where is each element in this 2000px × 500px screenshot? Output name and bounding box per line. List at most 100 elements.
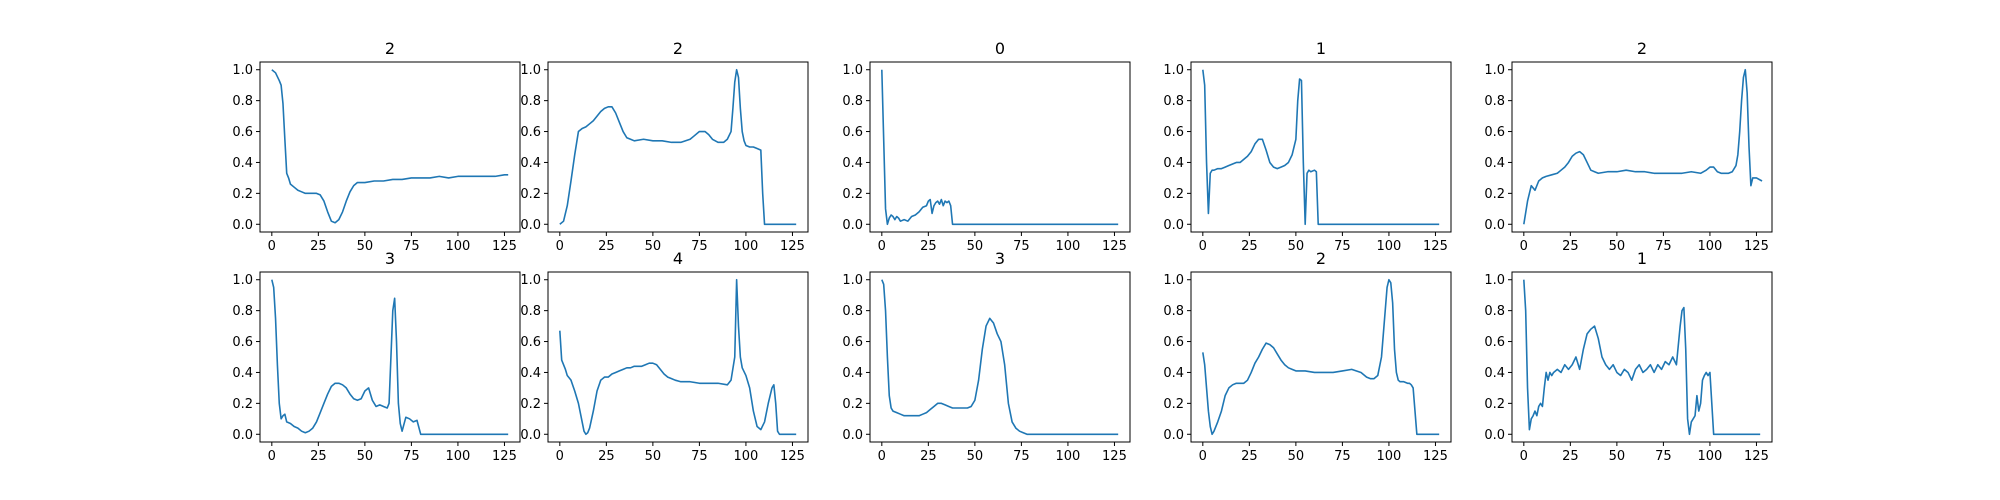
x-tick-label: 125 [1744, 449, 1769, 464]
x-tick-label: 25 [598, 449, 615, 464]
subplot-6: 3 0 25 50 75 100 125 0.0 0.2 0.4 0.6 0.8 1.0 [232, 249, 521, 464]
y-tick-label: 0.4 [232, 156, 253, 171]
x-tick-label: 50 [967, 449, 984, 464]
x-tick-label: 100 [734, 449, 759, 464]
y-tick-label: 0.0 [842, 218, 863, 233]
y-tick-label: 0.2 [1163, 397, 1184, 412]
y-tick-label: 1.0 [1484, 63, 1505, 78]
x-tick-label: 75 [403, 239, 420, 254]
subplot-title: 4 [673, 249, 683, 268]
axes-frame [1511, 61, 1773, 233]
subplot-title: 0 [995, 39, 1005, 58]
y-tick-label: 1.0 [232, 273, 253, 288]
x-tick-label: 50 [645, 449, 662, 464]
x-tick-label: 100 [1698, 239, 1723, 254]
subplot-1: 2 0 25 50 75 100 125 0.0 0.2 0.4 0.6 0.8 1.0 [232, 39, 521, 254]
y-tick-label: 0.6 [1163, 335, 1184, 350]
x-tick-label: 125 [1423, 449, 1448, 464]
axes-frame [1511, 271, 1773, 443]
y-tick-label: 0.4 [232, 366, 253, 381]
x-tick-label: 50 [645, 239, 662, 254]
y-tick-label: 1.0 [842, 63, 863, 78]
y-tick-label: 1.0 [520, 273, 541, 288]
subplot-title: 3 [385, 249, 395, 268]
y-tick-label: 0.2 [232, 187, 253, 202]
y-tick-label: 0.4 [1163, 156, 1184, 171]
y-tick-label: 0.2 [842, 187, 863, 202]
x-tick-label: 125 [492, 239, 517, 254]
x-tick-label: 125 [780, 449, 805, 464]
y-tick-label: 0.0 [520, 428, 541, 443]
y-tick-label: 0.6 [842, 335, 863, 350]
x-tick-label: 0 [1199, 239, 1207, 254]
y-tick-label: 0.0 [1163, 218, 1184, 233]
x-tick-label: 75 [1334, 449, 1351, 464]
x-tick-label: 75 [1013, 239, 1030, 254]
x-tick-label: 100 [1056, 239, 1081, 254]
y-tick-label: 0.0 [842, 428, 863, 443]
x-tick-label: 125 [780, 239, 805, 254]
y-tick-label: 0.4 [842, 366, 863, 381]
y-tick-label: 0.6 [520, 335, 541, 350]
series-line [881, 69, 1119, 226]
series-line [881, 279, 1119, 436]
x-tick-label: 50 [357, 449, 374, 464]
y-tick-label: 0.8 [842, 94, 863, 109]
y-tick-label: 0.8 [1163, 304, 1184, 319]
series-line [1202, 278, 1440, 436]
subplot-5: 2 0 25 50 75 100 125 0.0 0.2 0.4 0.6 0.8 1.0 [1484, 39, 1773, 254]
y-tick-label: 1.0 [842, 273, 863, 288]
y-tick-label: 0.4 [1484, 156, 1505, 171]
subplot-4: 1 0 25 50 75 100 125 0.0 0.2 0.4 0.6 0.8 1.0 [1163, 39, 1452, 254]
y-tick-label: 0.6 [232, 125, 253, 140]
y-tick-label: 1.0 [1163, 63, 1184, 78]
x-tick-label: 25 [1562, 449, 1579, 464]
axes-frame [259, 61, 521, 233]
y-tick-label: 0.0 [232, 428, 253, 443]
x-tick-label: 100 [1698, 449, 1723, 464]
y-tick-label: 0.6 [1484, 335, 1505, 350]
x-tick-label: 100 [734, 239, 759, 254]
y-tick-label: 0.4 [1484, 366, 1505, 381]
axes-frame [869, 271, 1131, 443]
x-tick-label: 25 [598, 239, 615, 254]
y-tick-label: 0.2 [232, 397, 253, 412]
subplot-title: 1 [1316, 39, 1326, 58]
x-tick-label: 0 [1199, 449, 1207, 464]
axes-frame [259, 271, 521, 443]
x-tick-label: 75 [1013, 449, 1030, 464]
y-tick-label: 0.6 [232, 335, 253, 350]
x-tick-label: 50 [1288, 239, 1305, 254]
x-tick-label: 50 [1609, 449, 1626, 464]
x-tick-label: 0 [1520, 449, 1528, 464]
x-tick-label: 100 [446, 449, 471, 464]
y-tick-label: 0.8 [520, 304, 541, 319]
x-tick-label: 25 [920, 449, 937, 464]
x-tick-label: 0 [878, 239, 886, 254]
y-tick-label: 0.6 [520, 125, 541, 140]
y-tick-label: 0.2 [1163, 187, 1184, 202]
subplot-3: 0 0 25 50 75 100 125 0.0 0.2 0.4 0.6 0.8 1.0 [842, 39, 1131, 254]
x-tick-label: 0 [1520, 239, 1528, 254]
y-tick-label: 0.2 [842, 397, 863, 412]
y-tick-label: 1.0 [1163, 273, 1184, 288]
subplot-title: 2 [673, 39, 683, 58]
x-tick-label: 50 [1609, 239, 1626, 254]
y-tick-label: 0.0 [1163, 428, 1184, 443]
y-tick-label: 0.8 [520, 94, 541, 109]
y-tick-label: 1.0 [1484, 273, 1505, 288]
subplot-title: 2 [385, 39, 395, 58]
x-tick-label: 0 [556, 449, 564, 464]
axes-frame [1190, 61, 1452, 233]
subplot-2: 2 0 25 50 75 100 125 0.0 0.2 0.4 0.6 0.8 1.0 [520, 39, 809, 254]
x-tick-label: 0 [556, 239, 564, 254]
x-tick-label: 50 [967, 239, 984, 254]
series-line [1523, 279, 1761, 436]
x-tick-label: 0 [878, 449, 886, 464]
x-tick-label: 25 [920, 239, 937, 254]
y-tick-label: 0.8 [1484, 304, 1505, 319]
x-tick-label: 25 [1241, 239, 1258, 254]
subplot-title: 2 [1637, 39, 1647, 58]
x-tick-label: 0 [268, 239, 276, 254]
